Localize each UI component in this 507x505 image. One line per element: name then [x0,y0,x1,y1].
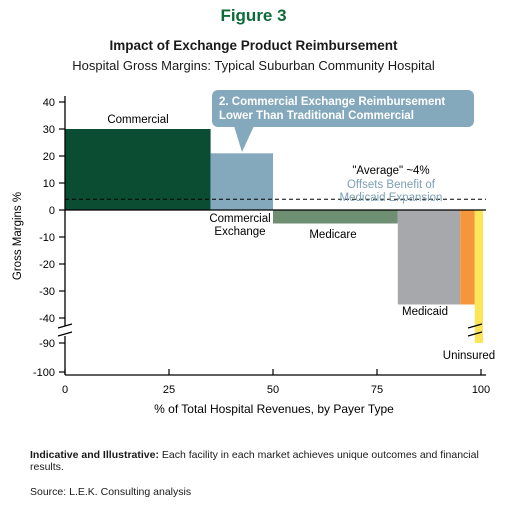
label-exchange-line2: Exchange [214,226,265,238]
axis-break-mark [57,323,73,337]
y-tick-label-20: 20 [43,151,55,163]
x-tick-label-25: 25 [163,384,175,396]
average-note-line1: Offsets Benefit of [347,179,436,191]
callout-line1: 2. Commercial Exchange Reimbursement [219,96,445,108]
y-tick-label--10: -10 [39,232,55,244]
y-axis-title: Gross Margins % [12,192,24,280]
x-tick-label-50: 50 [267,384,279,396]
x-tick-label-0: 0 [62,384,68,396]
chart-subtitle: Hospital Gross Margins: Typical Suburban… [72,58,435,73]
bar-uninsured-5 [474,210,484,343]
bar-medicare-2 [273,210,398,224]
average-note-line2: Medicaid Expansion [340,192,443,204]
footnote: Indicative and Illustrative: Each facili… [30,449,490,473]
callout-background [212,90,474,127]
x-axis-title: % of Total Hospital Revenues, by Payer T… [154,402,394,416]
y-tick-label-10: 10 [43,178,55,190]
source-note: Source: L.E.K. Consulting analysis [30,486,192,498]
bar-commercial-exchange-1 [210,153,273,210]
figure-label: Figure 3 [220,6,287,25]
label-medicaid: Medicaid [402,306,448,318]
x-tick-label-100: 100 [472,384,490,396]
chart-title: Impact of Exchange Product Reimbursement [109,38,398,53]
footnote-text: Each facility in each market achieves un… [30,449,479,473]
y-tick-label--100: -100 [33,367,55,379]
callout-pointer [234,126,254,152]
footnote-lead: Indicative and Illustrative: [30,449,159,461]
y-tick-label-30: 30 [43,124,55,136]
bar-uninsured-4 [460,210,475,305]
x-tick-label-75: 75 [371,384,383,396]
average-label: "Average" ~4% [352,165,429,177]
label-commercial: Commercial [107,114,168,126]
bar-commercial-0 [65,129,211,210]
y-tick-label--30: -30 [39,286,55,298]
y-tick-label--90: -90 [39,338,55,350]
uninsured-break-mark [467,323,483,337]
label-exchange-line1: Commercial [209,213,270,225]
label-uninsured: Uninsured [443,350,495,362]
y-tick-label-40: 40 [43,97,55,109]
y-tick-label--20: -20 [39,259,55,271]
y-tick-label--40: -40 [39,313,55,325]
callout-box: 2. Commercial Exchange Reimbursement Low… [212,90,474,152]
bar-medicaid-3 [397,210,461,305]
label-medicare: Medicare [309,229,356,241]
y-tick-label-0: 0 [49,205,55,217]
callout-line2: Lower Than Traditional Commercial [219,110,414,122]
